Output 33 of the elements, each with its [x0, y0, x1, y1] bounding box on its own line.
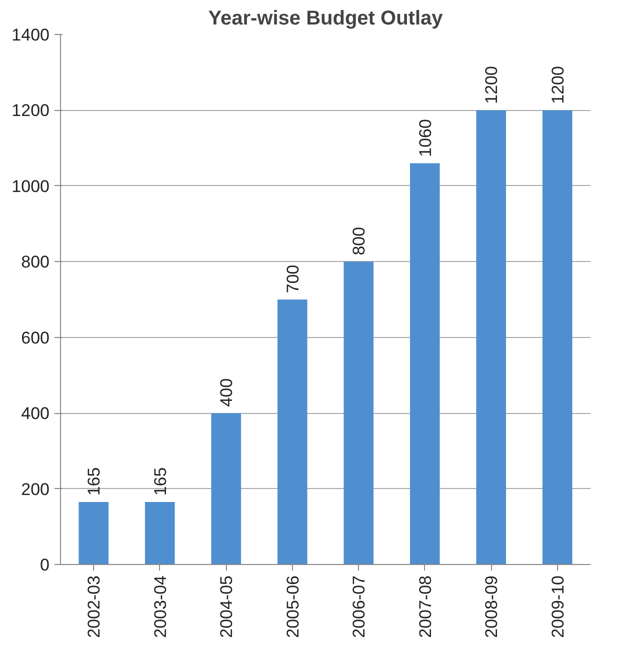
x-tick-label: 2002-03 [84, 576, 104, 638]
y-tick-label: 400 [21, 404, 50, 424]
data-label: 400 [217, 378, 236, 407]
y-tick-label: 200 [21, 480, 50, 499]
bar [410, 163, 440, 564]
data-label: 800 [350, 226, 369, 256]
x-tick-label: 2004-05 [217, 576, 236, 638]
data-label: 1200 [482, 66, 502, 104]
y-tick-label: 0 [40, 556, 50, 574]
y-tick-label: 800 [21, 252, 50, 272]
bar [78, 502, 109, 564]
y-tick-label: 1000 [12, 176, 50, 196]
bar [476, 110, 506, 564]
bar [277, 300, 308, 564]
data-label: 700 [283, 264, 302, 294]
x-tick-label: 2009-10 [548, 576, 568, 638]
chart-title: Year-wise Budget Outlay [208, 8, 444, 30]
data-label: 165 [150, 467, 170, 496]
x-tick-label: 2003-04 [150, 576, 170, 638]
data-label: 1060 [416, 119, 435, 157]
y-tick-label: 1200 [12, 101, 50, 120]
bar [542, 110, 572, 564]
x-tick-label: 2006-07 [350, 576, 369, 638]
x-tick-label: 2008-09 [482, 576, 502, 638]
y-tick-label: 1400 [12, 26, 50, 44]
y-tick-label: 600 [21, 328, 50, 348]
data-label: 165 [84, 467, 104, 496]
x-tick-label: 2005-06 [283, 576, 302, 638]
x-tick-label: 2007-08 [416, 576, 435, 638]
bar [211, 413, 242, 564]
bar [344, 262, 374, 564]
data-label: 1200 [548, 66, 568, 104]
bar [144, 502, 175, 564]
